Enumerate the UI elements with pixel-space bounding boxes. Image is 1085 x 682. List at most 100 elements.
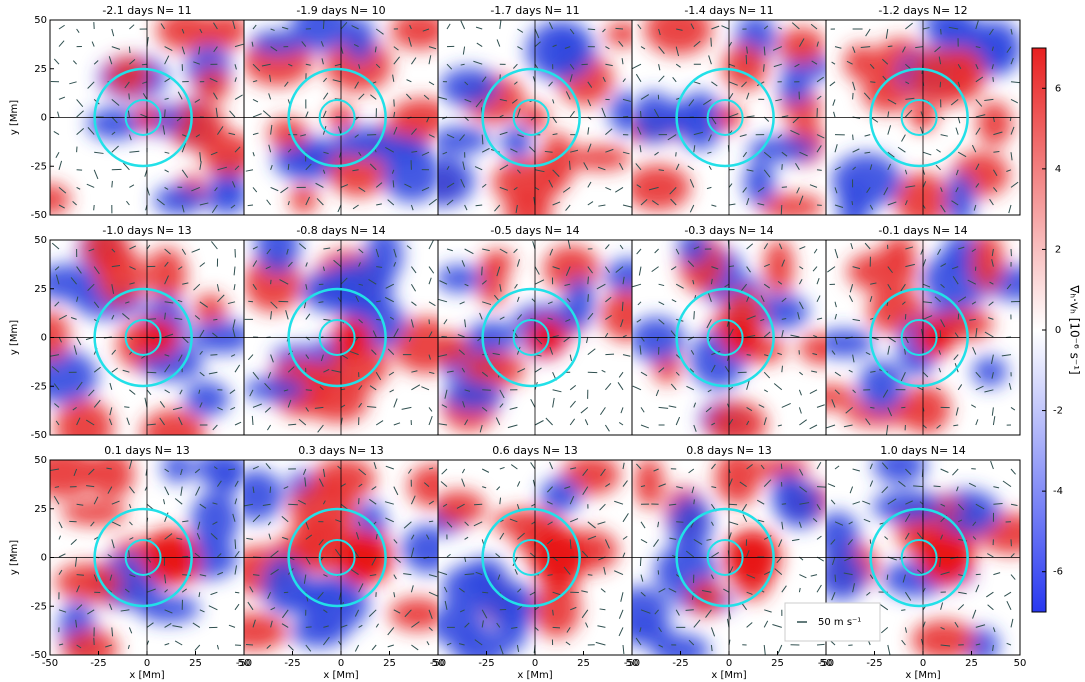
flow-arrow <box>569 110 575 118</box>
annulus-outer <box>93 507 193 608</box>
flow-arrow <box>305 262 308 267</box>
flow-arrow <box>340 184 349 188</box>
map-blob <box>401 524 438 574</box>
flow-arrow <box>335 519 342 523</box>
flow-arrow <box>179 389 183 395</box>
x-tick-label: -50 <box>624 658 640 669</box>
flow-arrow <box>798 38 805 47</box>
flow-arrow <box>688 468 695 474</box>
flow-arrow <box>781 521 784 530</box>
y-axis-label: y [Mm] <box>9 320 20 355</box>
flow-arrow <box>984 331 994 338</box>
flow-arrow <box>75 619 78 628</box>
flow-arrow <box>497 574 501 580</box>
flow-arrow <box>676 486 684 489</box>
flow-arrow <box>410 547 415 558</box>
flow-arrow <box>791 538 800 542</box>
flow-arrow <box>651 200 659 206</box>
flow-arrow <box>810 23 818 30</box>
flow-arrow <box>265 266 271 270</box>
flow-arrow <box>1008 204 1012 214</box>
flow-arrow <box>411 128 417 135</box>
flow-arrow <box>813 248 818 254</box>
flow-arrow <box>990 354 994 365</box>
flow-arrow <box>162 125 166 135</box>
flow-arrow <box>816 535 822 540</box>
flow-arrow <box>58 160 63 170</box>
flow-arrow <box>670 383 677 391</box>
flow-arrow <box>707 151 712 154</box>
flow-arrow <box>705 407 712 413</box>
map-blob <box>504 190 552 215</box>
flow-arrow <box>125 301 130 304</box>
flow-arrow <box>498 336 501 345</box>
map-blob <box>50 310 70 361</box>
flow-arrow <box>904 591 912 601</box>
flow-arrow <box>473 60 483 65</box>
flow-arrow <box>587 99 592 107</box>
flow-arrow <box>460 20 466 30</box>
flow-arrow <box>587 348 596 355</box>
flow-arrow <box>798 278 803 285</box>
flow-arrow <box>544 150 553 153</box>
flow-arrow <box>654 151 659 156</box>
flow-arrow <box>93 204 95 211</box>
flow-arrow <box>411 370 418 373</box>
flow-arrow <box>287 366 295 373</box>
flow-arrow <box>604 332 609 338</box>
flow-arrow <box>282 536 289 540</box>
x-tick-label: 25 <box>965 658 978 669</box>
flow-arrow <box>252 24 257 30</box>
x-tick-label: -25 <box>866 658 882 669</box>
x-tick-label: -25 <box>90 658 106 669</box>
flow-arrow <box>252 283 257 290</box>
flow-arrow <box>834 521 844 526</box>
flow-arrow <box>231 181 236 188</box>
flow-arrow <box>305 534 313 540</box>
flow-arrow <box>446 521 453 528</box>
flow-arrow <box>710 37 712 47</box>
flow-arrow <box>439 280 448 285</box>
flow-arrow <box>595 641 606 646</box>
flow-arrow <box>834 204 844 208</box>
flow-arrow <box>111 180 113 188</box>
flow-arrow <box>198 389 201 394</box>
flow-arrow <box>952 276 959 285</box>
flow-arrow <box>904 532 910 540</box>
flow-arrow <box>710 364 716 373</box>
flow-arrow <box>711 25 720 30</box>
flow-arrow <box>217 294 225 303</box>
annulus-inner <box>512 99 550 136</box>
flow-arrow <box>637 126 642 135</box>
flow-arrow <box>1006 46 1012 53</box>
map-blob <box>54 562 123 601</box>
flow-arrow <box>834 336 838 345</box>
flow-arrow <box>446 134 455 139</box>
flow-arrow <box>368 609 377 617</box>
flow-arrow <box>971 404 977 408</box>
flow-arrow <box>772 624 782 628</box>
flow-arrow <box>548 81 553 87</box>
flow-arrow <box>796 187 800 194</box>
flow-arrow <box>852 148 860 153</box>
flow-arrow <box>639 145 642 153</box>
flow-arrow <box>565 318 571 322</box>
flow-arrow <box>252 465 259 470</box>
flow-arrow <box>146 622 154 628</box>
flow-arrow <box>109 407 113 416</box>
panel <box>244 240 438 435</box>
flow-arrow <box>353 44 359 48</box>
flow-arrow <box>764 609 772 613</box>
flow-arrow <box>693 246 700 250</box>
annulus-outer <box>481 67 581 168</box>
flow-arrow <box>323 368 330 373</box>
flow-arrow <box>323 625 329 628</box>
flow-arrow <box>866 187 871 193</box>
flow-arrow <box>164 248 171 255</box>
flow-arrow <box>481 371 489 377</box>
map-blob <box>87 107 143 140</box>
flow-arrow <box>459 609 465 613</box>
flow-arrow <box>869 296 873 302</box>
flow-arrow <box>816 643 825 646</box>
flow-arrow <box>177 299 183 303</box>
